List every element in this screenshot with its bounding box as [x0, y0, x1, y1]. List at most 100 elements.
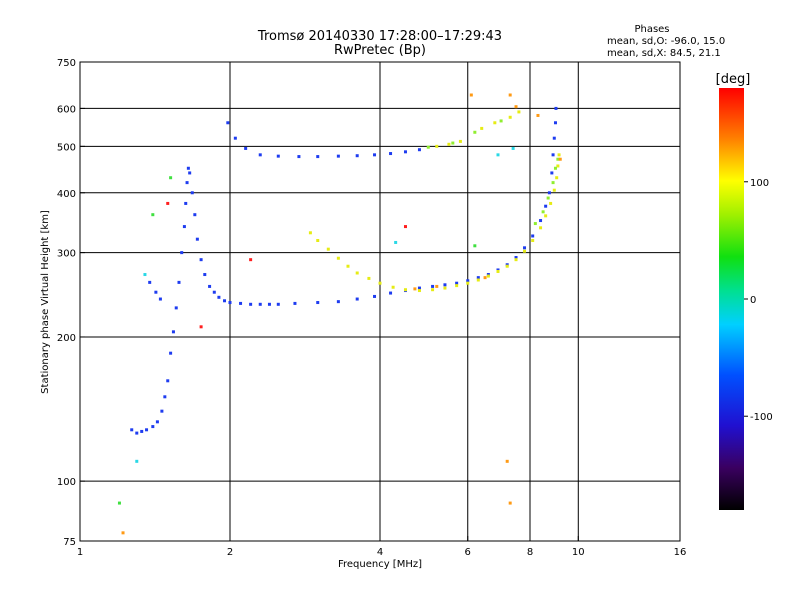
- echo-point: [223, 299, 227, 303]
- x-tick-label: 16: [674, 547, 687, 558]
- echo-point: [536, 113, 540, 117]
- echo-point: [531, 238, 535, 242]
- echo-point: [169, 351, 173, 355]
- echo-point: [458, 139, 462, 143]
- phases-x-stats: mean, sd,X: 84.5, 21.1: [607, 48, 721, 59]
- echo-point: [148, 280, 152, 284]
- echo-point: [394, 240, 398, 244]
- echo-point: [435, 284, 439, 288]
- echo-point: [166, 201, 170, 205]
- echo-point: [154, 290, 158, 294]
- echo-point: [417, 148, 421, 152]
- echo-point: [258, 302, 262, 306]
- echo-point: [316, 238, 320, 242]
- echo-point: [555, 176, 559, 180]
- echo-point: [483, 276, 487, 280]
- echo-point: [455, 281, 459, 285]
- echo-point: [514, 256, 518, 260]
- echo-point: [249, 302, 253, 306]
- echo-point: [293, 301, 297, 305]
- echo-point: [417, 289, 421, 293]
- y-tick-label: 400: [57, 189, 76, 200]
- echo-point: [514, 258, 518, 262]
- colorbar-tick-label: 100: [750, 178, 769, 189]
- echo-point: [185, 181, 189, 185]
- echo-point: [556, 157, 560, 161]
- echo-point: [212, 290, 216, 294]
- x-tick-label: 1: [77, 547, 83, 558]
- echo-point: [549, 201, 553, 205]
- echo-point: [553, 166, 557, 170]
- echo-point: [355, 297, 359, 301]
- chart-subtitle: RwPretec (Bp): [334, 43, 426, 58]
- echo-point: [541, 210, 545, 214]
- echo-point: [466, 279, 470, 283]
- y-tick-label: 300: [57, 249, 76, 260]
- echo-point: [239, 301, 243, 305]
- echo-point: [554, 106, 558, 110]
- echo-point: [531, 234, 535, 238]
- echo-point: [499, 119, 503, 123]
- phases-o-stats: mean, sd,O: -96.0, 15.0: [607, 36, 725, 47]
- echo-point: [496, 268, 500, 272]
- grid-lines: [80, 62, 680, 541]
- echo-point: [336, 154, 340, 158]
- echo-point: [151, 425, 155, 429]
- echo-point: [121, 531, 125, 535]
- echo-point: [533, 222, 537, 226]
- y-tick-label: 200: [57, 333, 76, 344]
- echo-point: [544, 214, 548, 218]
- data-points: [117, 93, 562, 535]
- echo-point: [346, 264, 350, 268]
- echo-point: [373, 153, 377, 157]
- echo-point: [547, 191, 551, 195]
- echo-point: [473, 130, 477, 134]
- echo-point: [539, 226, 543, 230]
- echo-point: [169, 176, 173, 180]
- x-axis-ticks: 1 2 4 6 8 10 16: [77, 536, 687, 558]
- echo-point: [417, 286, 421, 290]
- chart-title: Tromsø 20140330 17:28:00–17:29:43: [257, 29, 502, 44]
- echo-point: [297, 155, 301, 159]
- echo-point: [523, 249, 527, 253]
- echo-point: [151, 213, 155, 217]
- colorbar-label: [deg]: [716, 72, 751, 87]
- echo-point: [267, 302, 271, 306]
- echo-point: [403, 225, 407, 229]
- echo-point: [431, 288, 435, 292]
- echo-point: [143, 273, 147, 277]
- echo-point: [552, 188, 556, 192]
- echo-point: [378, 281, 382, 285]
- echo-point: [171, 330, 175, 334]
- echo-point: [249, 258, 253, 262]
- echo-point: [195, 237, 199, 241]
- echo-point: [190, 191, 194, 195]
- echo-point: [413, 287, 417, 291]
- colorbar-tick-label: -100: [750, 412, 773, 423]
- y-tick-label: 75: [63, 537, 76, 548]
- echo-point: [258, 153, 262, 157]
- echo-point: [203, 273, 207, 277]
- echo-point: [166, 379, 170, 383]
- echo-point: [447, 142, 451, 146]
- echo-point: [276, 154, 280, 158]
- echo-point: [184, 201, 188, 205]
- echo-point: [469, 93, 473, 97]
- echo-point: [140, 429, 144, 433]
- echo-point: [373, 294, 377, 298]
- echo-point: [208, 284, 212, 288]
- echo-point: [496, 153, 500, 157]
- echo-point: [174, 306, 178, 310]
- echo-point: [316, 155, 320, 159]
- echo-point: [556, 164, 560, 168]
- x-tick-label: 6: [465, 547, 471, 558]
- y-tick-label: 100: [57, 477, 76, 488]
- echo-point: [233, 136, 237, 140]
- echo-point: [130, 428, 134, 432]
- echo-point: [486, 273, 490, 277]
- echo-point: [403, 288, 407, 292]
- echo-point: [505, 264, 509, 268]
- echo-point: [244, 146, 248, 150]
- echo-point: [391, 285, 395, 289]
- echo-point: [367, 276, 371, 280]
